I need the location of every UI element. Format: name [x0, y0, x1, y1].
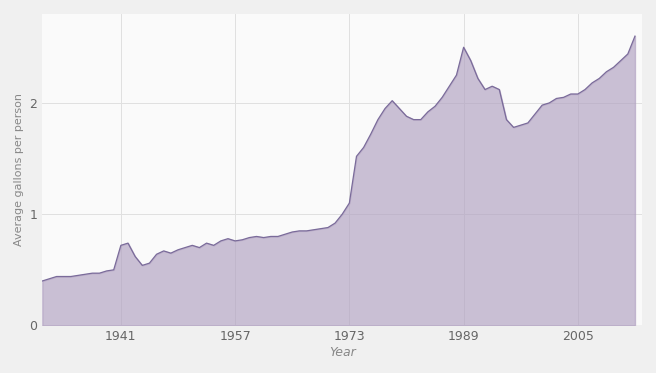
- X-axis label: Year: Year: [329, 346, 356, 359]
- Y-axis label: Average gallons per person: Average gallons per person: [14, 93, 24, 246]
